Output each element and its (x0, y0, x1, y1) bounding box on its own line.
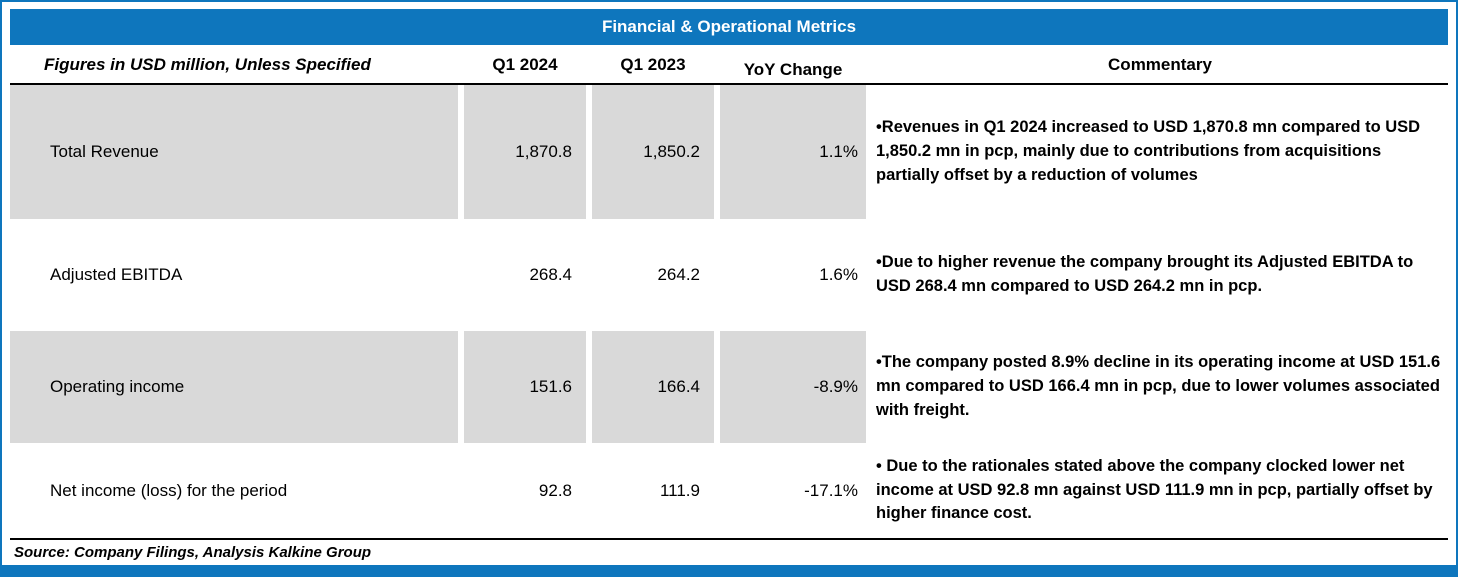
value-q1-2023: 111.9 (659, 480, 700, 500)
table-header-row: Figures in USD million, Unless Specified… (10, 47, 1448, 85)
header-q1-2024: Q1 2024 (492, 55, 558, 74)
metric-name: Net income (loss) for the period (50, 480, 288, 500)
table-row-adjusted-ebitda: Adjusted EBITDA 268.4 264.2 1.6% •Due to… (10, 219, 1448, 331)
value-q1-2024: 151.6 (464, 331, 586, 443)
table-row-total-revenue: Total Revenue 1,870.8 1,850.2 1.1% •Reve… (10, 85, 1448, 219)
value-yoy-change: 1.6% (819, 265, 858, 284)
value-yoy-change: -8.9% (720, 331, 866, 443)
panel-title: Financial & Operational Metrics (10, 9, 1448, 45)
table-row-net-income: Net income (loss) for the period 92.8 11… (10, 443, 1448, 538)
metric-name: Total Revenue (10, 85, 458, 219)
header-yoy-change: YoY Change (743, 60, 843, 79)
metrics-table: Figures in USD million, Unless Specified… (10, 47, 1448, 538)
table-row-operating-income: Operating income 151.6 166.4 -8.9% •The … (10, 331, 1448, 443)
value-yoy-change: 1.1% (720, 85, 866, 219)
value-q1-2023: 166.4 (592, 331, 714, 443)
value-q1-2024: 268.4 (529, 265, 572, 284)
value-q1-2024: 1,870.8 (464, 85, 586, 219)
value-yoy-change: -17.1% (804, 480, 858, 500)
panel-inner: Financial & Operational Metrics Figures … (2, 2, 1456, 565)
metric-name: Adjusted EBITDA (50, 265, 183, 284)
header-metric-label: Figures in USD million, Unless Specified (44, 55, 371, 74)
header-q1-2023: Q1 2023 (620, 55, 686, 74)
value-q1-2023: 264.2 (657, 265, 700, 284)
commentary-text: • Due to the rationales stated above the… (876, 456, 1433, 523)
bottom-accent-bar (2, 565, 1456, 575)
header-commentary: Commentary (1108, 55, 1212, 74)
commentary-text: •Due to higher revenue the company broug… (876, 253, 1414, 295)
commentary-text: •The company posted 8.9% decline in its … (876, 353, 1441, 419)
source-note: Source: Company Filings, Analysis Kalkin… (10, 538, 1448, 565)
value-q1-2023: 1,850.2 (592, 85, 714, 219)
value-q1-2024: 92.8 (538, 480, 572, 500)
commentary-text: •Revenues in Q1 2024 increased to USD 1,… (876, 118, 1421, 184)
metric-name: Operating income (10, 331, 458, 443)
